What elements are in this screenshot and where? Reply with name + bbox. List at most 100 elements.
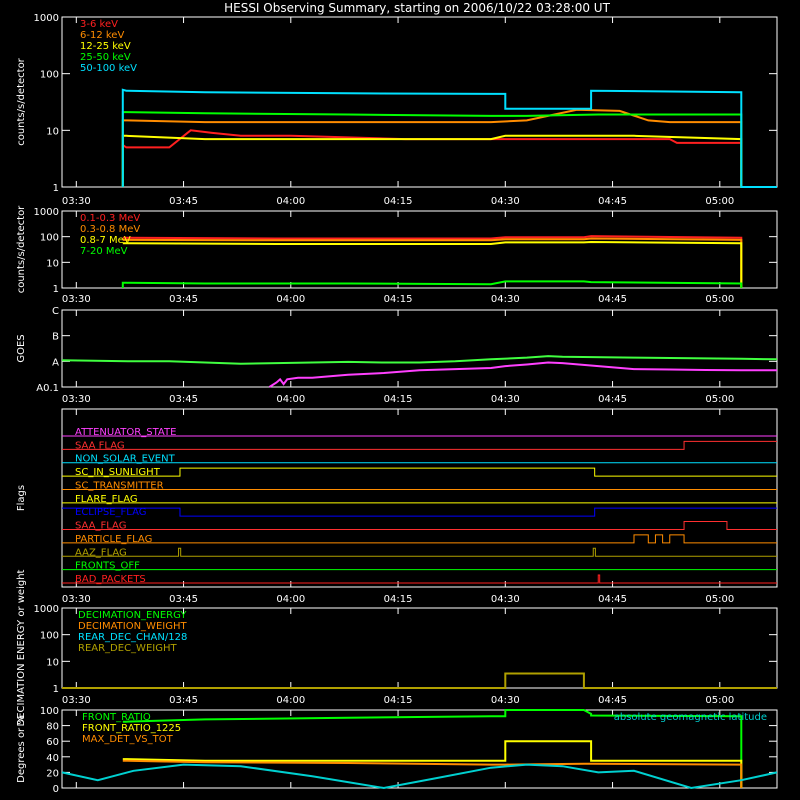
time-tick-label: 04:30 bbox=[491, 196, 520, 207]
panel-frame bbox=[61, 16, 778, 188]
series-line bbox=[121, 88, 777, 188]
y-axis-label: GOES bbox=[16, 334, 27, 362]
time-tick-label: 05:00 bbox=[705, 594, 734, 605]
series-line bbox=[121, 111, 777, 188]
y-tick-label: 1 bbox=[53, 284, 59, 295]
time-tick-label: 04:00 bbox=[276, 695, 305, 706]
y-axis-label: Flags bbox=[16, 485, 27, 511]
y-tick-label: 80 bbox=[46, 722, 59, 733]
time-tick-label: 05:00 bbox=[705, 695, 734, 706]
panel-frame bbox=[61, 309, 778, 388]
right-axis-label: absolute geomagnetic latitude bbox=[614, 712, 767, 723]
series-line bbox=[122, 235, 743, 288]
legend-entry: 0.8-7 MeV bbox=[80, 235, 131, 246]
time-tick-label: 03:45 bbox=[169, 196, 198, 207]
flag-line bbox=[62, 534, 777, 544]
series-line bbox=[268, 361, 777, 388]
panel-frame bbox=[61, 709, 778, 789]
panel-lo: 03:30 03:45 04:00 04:15 04:30 04:45 05:00 1 10 10… bbox=[16, 13, 778, 207]
panel-frame bbox=[61, 408, 778, 588]
y-tick-label: C bbox=[52, 306, 59, 317]
flag-label: SAA_FLAG bbox=[75, 521, 126, 532]
y-axis-label: DECIMATION ENERGY or weight bbox=[16, 569, 27, 726]
time-tick-label: 04:30 bbox=[491, 394, 520, 405]
y-axis-label: Degrees or % bbox=[16, 715, 27, 783]
time-tick-label: 03:30 bbox=[62, 394, 91, 405]
flag-label: ECLIPSE_FLAG bbox=[75, 507, 146, 518]
y-axis-label: counts/s/detector bbox=[16, 57, 27, 145]
y-tick-label: 1000 bbox=[34, 207, 59, 218]
flag-label: SC_IN_SUNLIGHT bbox=[75, 467, 161, 478]
y-tick-label: 10 bbox=[46, 258, 59, 269]
series-line bbox=[121, 280, 743, 288]
series-line bbox=[122, 740, 743, 788]
time-tick-label: 03:45 bbox=[169, 294, 198, 305]
time-tick-label: 04:15 bbox=[384, 294, 413, 305]
time-tick-label: 04:15 bbox=[384, 196, 413, 207]
flag-label: ATTENUATOR_STATE bbox=[75, 427, 176, 438]
time-tick-label: 04:15 bbox=[384, 695, 413, 706]
time-tick-label: 03:45 bbox=[169, 695, 198, 706]
time-tick-label: 04:30 bbox=[491, 695, 520, 706]
time-tick-label: 03:45 bbox=[169, 594, 198, 605]
panel-flags: 03:30 03:45 04:00 04:15 04:30 04:45 05:00 Flags… bbox=[16, 408, 778, 605]
flag-label: FLARE_FLAG bbox=[75, 494, 138, 505]
panel-decim: 03:30 03:45 04:00 04:15 04:30 04:45 05:00 1 10 10… bbox=[16, 569, 778, 726]
y-tick-label: A0.1 bbox=[36, 383, 59, 394]
time-tick-label: 04:00 bbox=[276, 294, 305, 305]
legend-entry: 0.3-0.8 MeV bbox=[80, 224, 140, 235]
y-tick-label: 20 bbox=[46, 768, 59, 779]
time-tick-label: 04:00 bbox=[276, 394, 305, 405]
y-tick-label: 1 bbox=[53, 684, 59, 695]
y-tick-label: 10 bbox=[46, 126, 59, 137]
time-tick-label: 03:30 bbox=[62, 196, 91, 207]
panel-frame bbox=[61, 210, 778, 289]
series-line bbox=[122, 240, 743, 288]
y-tick-label: 60 bbox=[46, 737, 59, 748]
y-tick-label: 1 bbox=[53, 183, 59, 194]
y-tick-label: 40 bbox=[46, 753, 59, 764]
series-line bbox=[61, 763, 778, 790]
panel-goes: 03:30 03:45 04:00 04:15 04:30 04:45 05:00 A0.1 A… bbox=[16, 306, 778, 405]
y-tick-label: 100 bbox=[40, 631, 59, 642]
flag-label: BAD_PACKETS bbox=[75, 574, 146, 585]
y-tick-label: B bbox=[52, 332, 59, 343]
flag-label: NON_SOLAR_EVENT bbox=[75, 454, 176, 465]
legend-entry: 6-12 keV bbox=[80, 30, 124, 41]
flag-line bbox=[62, 507, 777, 517]
time-tick-label: 03:45 bbox=[169, 394, 198, 405]
time-tick-label: 04:45 bbox=[598, 196, 627, 207]
series-line bbox=[121, 108, 777, 188]
time-tick-label: 04:15 bbox=[384, 394, 413, 405]
panel-ratio: 0 20 40 60 80 100 Degrees or % FRONT_RATIOFRONT… bbox=[16, 706, 778, 795]
flag-label: SAA FLAG bbox=[75, 440, 125, 451]
flag-line bbox=[62, 547, 777, 557]
y-tick-label: 0 bbox=[53, 784, 59, 795]
flag-label: FRONTS_OFF bbox=[75, 561, 140, 572]
legend-entry: 3-6 keV bbox=[80, 19, 118, 30]
y-tick-label: 1000 bbox=[34, 604, 59, 615]
time-tick-label: 04:45 bbox=[598, 594, 627, 605]
series-line bbox=[61, 355, 778, 365]
legend-entry: MAX_DET_VS_TOT bbox=[82, 734, 174, 745]
legend-entry: 7-20 MeV bbox=[80, 246, 128, 257]
legend-entry: FRONT_RATIO_1225 bbox=[82, 723, 181, 734]
legend-entry: DECIMATION_WEIGHT bbox=[78, 621, 187, 632]
legend-entry: REAR_DEC_WEIGHT bbox=[78, 643, 177, 654]
flag-label: AAZ_FLAG bbox=[75, 547, 127, 558]
time-tick-label: 05:00 bbox=[705, 294, 734, 305]
flag-label: PARTICLE_FLAG bbox=[75, 534, 152, 545]
time-tick-label: 04:30 bbox=[491, 594, 520, 605]
figure-title: HESSI Observing Summary, starting on 200… bbox=[224, 1, 610, 15]
series-line bbox=[122, 759, 743, 788]
y-tick-label: 100 bbox=[40, 706, 59, 717]
time-tick-label: 04:45 bbox=[598, 294, 627, 305]
time-tick-label: 03:30 bbox=[62, 294, 91, 305]
series-line bbox=[62, 672, 777, 689]
time-tick-label: 04:00 bbox=[276, 594, 305, 605]
legend-entry: FRONT_RATIO bbox=[82, 712, 151, 723]
flag-line bbox=[62, 521, 777, 531]
legend-entry: DECIMATION_ENERGY bbox=[78, 610, 187, 621]
time-tick-label: 04:30 bbox=[491, 294, 520, 305]
